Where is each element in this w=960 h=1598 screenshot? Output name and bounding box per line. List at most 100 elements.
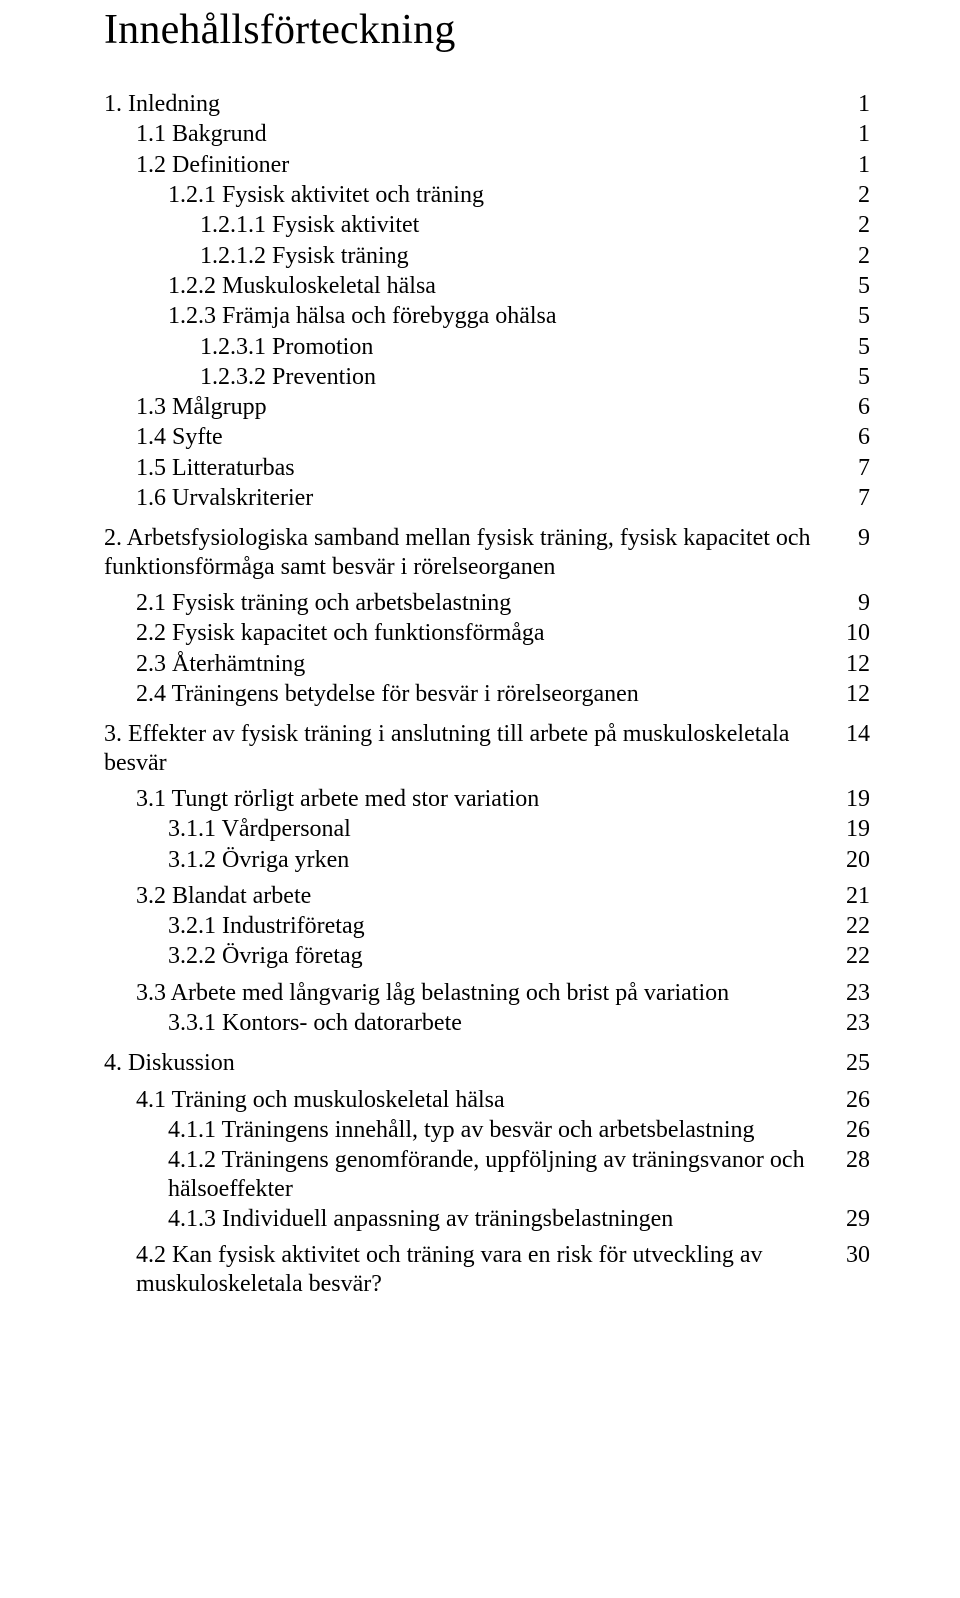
toc-page-number: 29 [836,1205,870,1233]
toc-page-number: 5 [836,302,870,330]
toc-list: 1. Inledning11.1 Bakgrund11.2 Definition… [104,90,870,1298]
toc-page-number: 6 [836,423,870,451]
toc-label: 4.1.3 Individuell anpassning av tränings… [104,1205,836,1233]
toc-label: 1.2.3.2 Prevention [104,363,836,391]
toc-row: 3.1.2 Övriga yrken20 [104,846,870,874]
toc-row: 3.1 Tungt rörligt arbete med stor variat… [104,785,870,813]
toc-label: 1.2.3.1 Promotion [104,333,836,361]
toc-label: 2. Arbetsfysiologiska samband mellan fys… [104,524,836,581]
toc-label: 3.1 Tungt rörligt arbete med stor variat… [104,785,836,813]
toc-page-number: 1 [836,151,870,179]
toc-page-number: 21 [836,882,870,910]
toc-row: 1.1 Bakgrund1 [104,120,870,148]
toc-page-number: 5 [836,333,870,361]
toc-row: 3.2.1 Industriföretag22 [104,912,870,940]
toc-row: 1.4 Syfte6 [104,423,870,451]
toc-row: 4.1.2 Träningens genomförande, uppföljni… [104,1146,870,1203]
toc-row: 4. Diskussion25 [104,1049,870,1077]
toc-row: 1.6 Urvalskriterier7 [104,484,870,512]
toc-label: 1.2.1 Fysisk aktivitet och träning [104,181,836,209]
toc-label: 3. Effekter av fysisk träning i anslutni… [104,720,836,777]
toc-row: 3.3 Arbete med långvarig låg belastning … [104,979,870,1007]
toc-page-number: 5 [836,272,870,300]
toc-page-number: 23 [836,979,870,1007]
toc-row: 1.2.3 Främja hälsa och förebygga ohälsa5 [104,302,870,330]
toc-row: 1.2.1.1 Fysisk aktivitet2 [104,211,870,239]
toc-label: 2.4 Träningens betydelse för besvär i rö… [104,680,836,708]
toc-row: 2.1 Fysisk träning och arbetsbelastning9 [104,589,870,617]
toc-label: 3.2.1 Industriföretag [104,912,836,940]
toc-page-number: 9 [836,524,870,552]
toc-row: 1.2.3.2 Prevention5 [104,363,870,391]
toc-row: 1.2.1 Fysisk aktivitet och träning2 [104,181,870,209]
toc-label: 1.2.1.1 Fysisk aktivitet [104,211,836,239]
toc-label: 1.3 Målgrupp [104,393,836,421]
toc-page: Innehållsförteckning 1. Inledning11.1 Ba… [0,0,960,1320]
toc-label: 3.2 Blandat arbete [104,882,836,910]
toc-label: 1. Inledning [104,90,836,118]
toc-label: 4.1 Träning och muskuloskeletal hälsa [104,1086,836,1114]
toc-label: 1.2 Definitioner [104,151,836,179]
toc-row: 4.1.3 Individuell anpassning av tränings… [104,1205,870,1233]
toc-label: 1.2.1.2 Fysisk träning [104,242,836,270]
toc-row: 1.2 Definitioner1 [104,151,870,179]
toc-page-number: 30 [836,1241,870,1269]
toc-row: 3. Effekter av fysisk träning i anslutni… [104,720,870,777]
toc-label: 4.1.2 Träningens genomförande, uppföljni… [104,1146,836,1203]
toc-label: 4. Diskussion [104,1049,836,1077]
toc-page-number: 25 [836,1049,870,1077]
toc-row: 3.2 Blandat arbete21 [104,882,870,910]
toc-label: 3.3.1 Kontors- och datorarbete [104,1009,836,1037]
toc-row: 4.1.1 Träningens innehåll, typ av besvär… [104,1116,870,1144]
toc-row: 4.2 Kan fysisk aktivitet och träning var… [104,1241,870,1298]
toc-row: 1.5 Litteraturbas7 [104,454,870,482]
toc-page-number: 12 [836,650,870,678]
toc-label: 3.2.2 Övriga företag [104,942,836,970]
toc-row: 4.1 Träning och muskuloskeletal hälsa26 [104,1086,870,1114]
toc-row: 2. Arbetsfysiologiska samband mellan fys… [104,524,870,581]
toc-label: 2.1 Fysisk träning och arbetsbelastning [104,589,836,617]
toc-row: 3.2.2 Övriga företag22 [104,942,870,970]
spacer [104,1039,870,1049]
toc-label: 1.6 Urvalskriterier [104,484,836,512]
toc-page-number: 22 [836,912,870,940]
toc-page-number: 20 [836,846,870,874]
toc-page-number: 9 [836,589,870,617]
toc-page-number: 19 [836,785,870,813]
toc-label: 1.2.3 Främja hälsa och förebygga ohälsa [104,302,836,330]
toc-label: 1.4 Syfte [104,423,836,451]
toc-row: 3.1.1 Vårdpersonal19 [104,815,870,843]
spacer [104,710,870,720]
toc-row: 1.2.1.2 Fysisk träning2 [104,242,870,270]
toc-page-number: 26 [836,1086,870,1114]
toc-row: 2.3 Återhämtning12 [104,650,870,678]
toc-page-number: 7 [836,484,870,512]
toc-page-number: 5 [836,363,870,391]
toc-page-number: 2 [836,181,870,209]
toc-label: 4.1.1 Träningens innehåll, typ av besvär… [104,1116,836,1144]
toc-label: 3.1.1 Vårdpersonal [104,815,836,843]
toc-page-number: 2 [836,211,870,239]
toc-page-number: 10 [836,619,870,647]
toc-row: 2.2 Fysisk kapacitet och funktionsförmåg… [104,619,870,647]
toc-row: 3.3.1 Kontors- och datorarbete23 [104,1009,870,1037]
toc-page-number: 26 [836,1116,870,1144]
toc-page-number: 28 [836,1146,870,1174]
toc-page-number: 2 [836,242,870,270]
toc-page-number: 14 [836,720,870,748]
toc-page-number: 1 [836,120,870,148]
toc-label: 1.2.2 Muskuloskeletal hälsa [104,272,836,300]
toc-label: 3.3 Arbete med långvarig låg belastning … [104,979,836,1007]
toc-label: 2.2 Fysisk kapacitet och funktionsförmåg… [104,619,836,647]
toc-row: 1.3 Målgrupp6 [104,393,870,421]
toc-label: 1.5 Litteraturbas [104,454,836,482]
toc-page-number: 7 [836,454,870,482]
toc-label: 1.1 Bakgrund [104,120,836,148]
toc-page-number: 23 [836,1009,870,1037]
toc-page-number: 6 [836,393,870,421]
toc-label: 2.3 Återhämtning [104,650,836,678]
toc-label: 4.2 Kan fysisk aktivitet och träning var… [104,1241,836,1298]
page-title: Innehållsförteckning [104,6,870,54]
spacer [104,514,870,524]
toc-label: 3.1.2 Övriga yrken [104,846,836,874]
